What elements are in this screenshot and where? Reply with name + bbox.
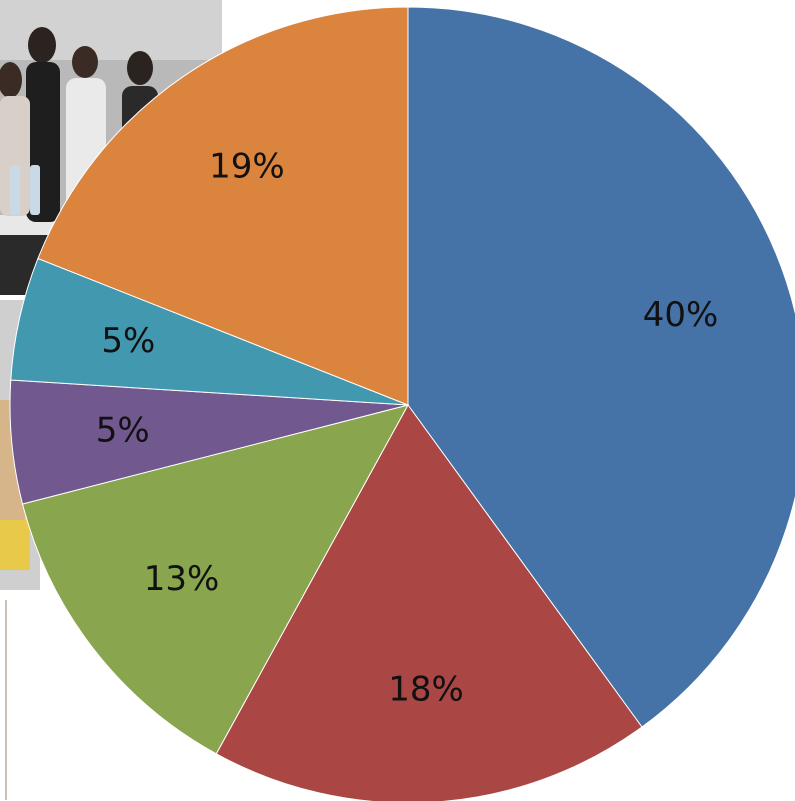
pie-slice-label-3: 5%: [96, 410, 150, 450]
pie-slice-label-4: 5%: [101, 321, 155, 361]
pie-slice-label-5: 19%: [209, 146, 285, 186]
pie-slice-2: [21, 404, 409, 755]
pie-slice-label-2: 13%: [144, 559, 220, 599]
pie-slice-5: [37, 6, 409, 406]
pie-slice-1: [215, 404, 643, 801]
pie-slice-label-0: 40%: [643, 295, 719, 335]
pie-slice-0: [407, 6, 795, 728]
pie-slice-label-1: 18%: [388, 669, 464, 709]
